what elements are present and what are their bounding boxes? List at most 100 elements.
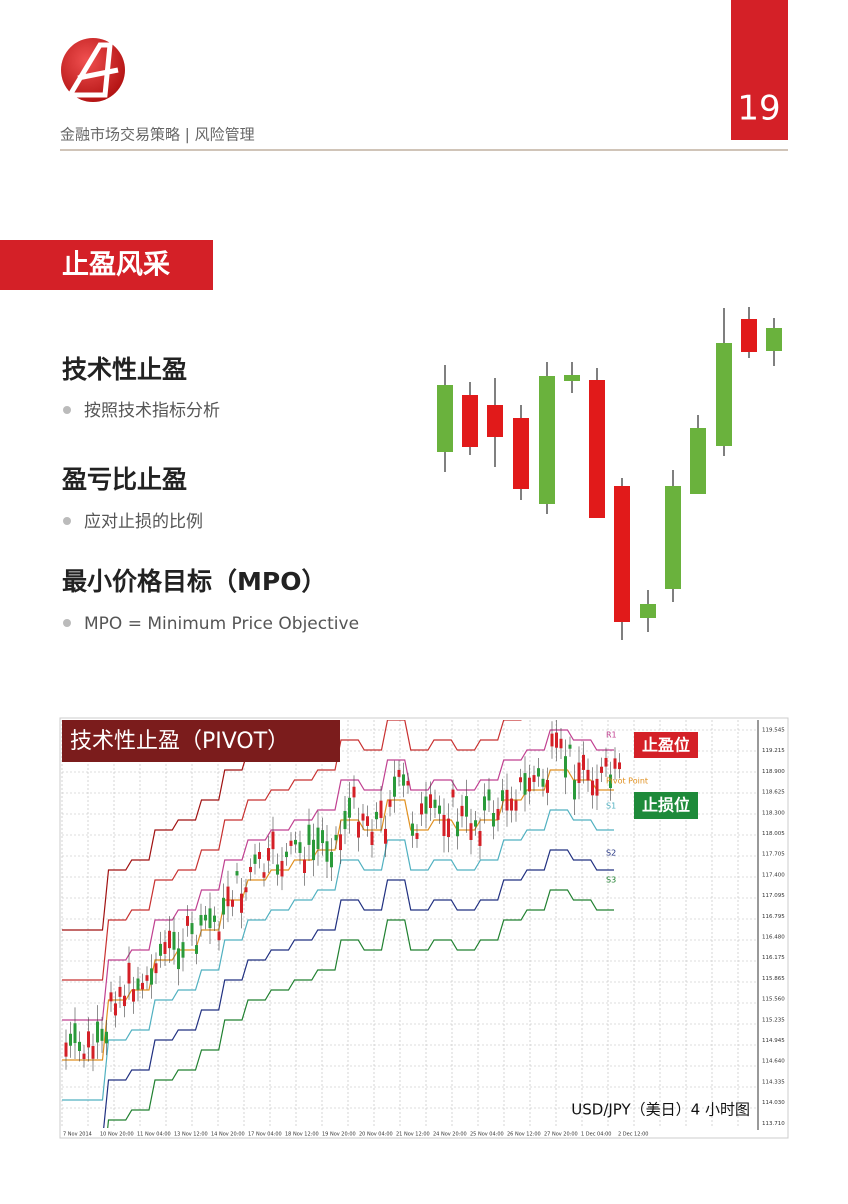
price-candle — [514, 800, 518, 811]
candle-body — [487, 405, 503, 437]
price-candle — [96, 1021, 99, 1043]
time-label: 17 Nov 04:00 — [248, 1132, 282, 1138]
price-candle — [199, 915, 203, 926]
candle-body — [437, 385, 453, 452]
item-heading: 技术性止盈 — [62, 355, 187, 384]
price-candle — [532, 775, 536, 782]
price-label: 115.560 — [762, 997, 785, 1003]
price-label: 119.545 — [762, 728, 785, 734]
time-label: 25 Nov 04:00 — [470, 1132, 504, 1138]
price-candle — [555, 732, 558, 748]
price-label: 113.710 — [762, 1121, 785, 1127]
price-candle — [325, 841, 329, 862]
price-candle — [384, 828, 387, 844]
price-candle — [181, 942, 185, 958]
time-label: 11 Nov 04:00 — [137, 1132, 171, 1138]
price-candle — [316, 827, 320, 850]
price-candle — [222, 897, 225, 915]
price-candle — [258, 851, 261, 859]
price-candle — [235, 871, 239, 876]
item-bullet: 按照技术指标分析 — [84, 401, 220, 421]
line-label: R1 — [606, 731, 617, 740]
candle-body — [690, 428, 706, 494]
price-candle — [568, 744, 572, 749]
price-candle — [186, 916, 189, 926]
price-candle — [141, 982, 144, 990]
decorative-candles — [437, 307, 782, 640]
price-label: 118.625 — [762, 790, 785, 796]
price-candle — [460, 805, 464, 817]
price-candle — [343, 810, 347, 830]
price-candle — [289, 840, 293, 846]
price-candle — [123, 995, 126, 1007]
price-candle — [483, 796, 486, 811]
price-candle — [303, 859, 306, 873]
price-candle — [271, 831, 275, 850]
item-bullet: MPO = Minimum Price Objective — [84, 614, 359, 634]
candle-body — [716, 343, 732, 446]
price-label: 118.300 — [762, 810, 785, 816]
price-candle — [397, 769, 401, 777]
price-candle — [510, 798, 513, 811]
stop-loss-label: 止损位 — [642, 796, 690, 815]
price-candle — [420, 803, 423, 815]
price-candle — [276, 864, 279, 875]
price-candle — [478, 830, 482, 846]
item-bullet: 应对止损的比例 — [84, 512, 203, 532]
price-candle — [357, 821, 360, 838]
price-candle — [613, 758, 617, 769]
price-candle — [492, 812, 495, 827]
bullet-dot — [63, 619, 71, 627]
price-candle — [595, 778, 599, 796]
price-candle — [564, 756, 567, 778]
price-candle — [406, 780, 410, 786]
time-label: 27 Nov 20:00 — [544, 1132, 578, 1138]
time-label: 26 Nov 12:00 — [507, 1132, 541, 1138]
price-candle — [154, 963, 158, 974]
price-candle — [379, 800, 383, 818]
price-label: 114.030 — [762, 1100, 785, 1106]
price-label: 119.215 — [762, 748, 785, 754]
price-candle — [591, 780, 594, 796]
logo — [61, 38, 125, 102]
price-candle — [159, 943, 162, 956]
price-candle — [145, 975, 149, 981]
price-candle — [550, 733, 554, 747]
price-candle — [537, 768, 540, 777]
price-candle — [519, 777, 522, 783]
pivot-line — [62, 720, 336, 931]
price-candle — [285, 851, 288, 858]
price-candle — [415, 833, 419, 839]
price-candle — [618, 762, 621, 770]
price-candle — [609, 774, 612, 789]
bullet-dot — [63, 406, 71, 414]
price-candle — [114, 1003, 117, 1016]
price-label: 115.235 — [762, 1017, 785, 1023]
price-candle — [240, 893, 243, 913]
candle-body — [665, 486, 681, 589]
price-label: 114.945 — [762, 1038, 785, 1044]
price-candle — [442, 814, 446, 837]
time-label: 19 Nov 20:00 — [322, 1132, 356, 1138]
plot — [62, 720, 621, 1128]
time-label: 13 Nov 12:00 — [174, 1132, 208, 1138]
line-label: Pivot Point — [606, 777, 648, 786]
price-candle — [118, 986, 122, 997]
price-candle — [136, 978, 140, 990]
price-candle — [321, 830, 324, 844]
price-candle — [429, 794, 432, 808]
time-label: 18 Nov 12:00 — [285, 1132, 319, 1138]
chart-screenshot — [59, 717, 789, 1139]
section-banner — [0, 240, 213, 290]
price-candle — [582, 754, 585, 770]
price-candle — [559, 738, 563, 749]
price-candle — [433, 799, 437, 808]
price-candle — [168, 930, 171, 949]
price-candle — [109, 992, 113, 1002]
pivot-line — [62, 729, 614, 1021]
take-profit-label: 止盈位 — [642, 736, 690, 755]
price-candle — [127, 962, 131, 984]
price-candle — [208, 908, 212, 929]
section-title: 止盈风采 — [62, 250, 170, 281]
price-candle — [190, 923, 194, 935]
